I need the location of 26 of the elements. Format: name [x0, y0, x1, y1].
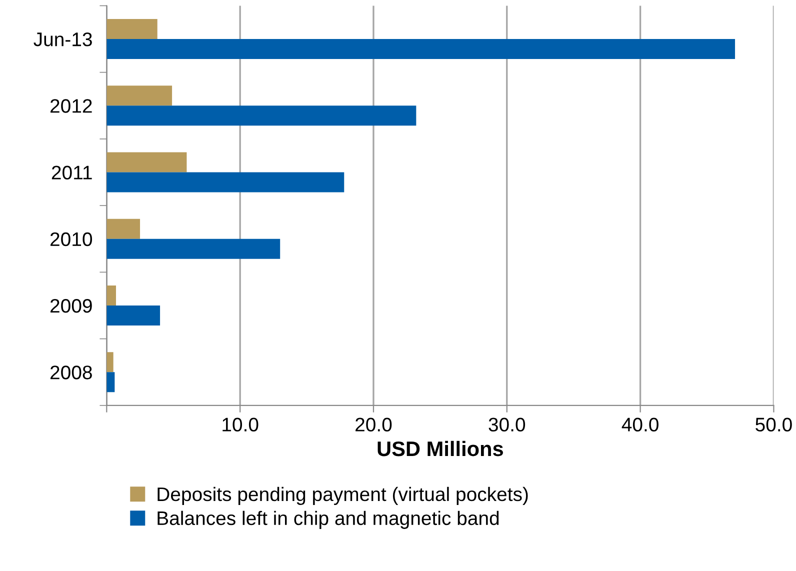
- bar: [106, 238, 280, 259]
- x-tick-label: 50.0: [756, 418, 792, 432]
- y-tick-label: 2008: [50, 366, 92, 380]
- bar: [106, 218, 140, 239]
- bar: [106, 372, 115, 392]
- bar: [106, 86, 172, 106]
- bar: [106, 106, 416, 126]
- y-tick-label: 2009: [50, 298, 92, 313]
- legend-label: Deposits pending payment (virtual pockets): [158, 486, 528, 505]
- bar: [106, 305, 160, 326]
- y-tick-label: 2011: [52, 166, 92, 180]
- x-tick-label: 40.0: [622, 418, 658, 432]
- bar: [106, 352, 114, 372]
- y-tick-label: 2010: [50, 232, 92, 246]
- bar: [106, 19, 158, 40]
- x-tick-label: 10.0: [222, 418, 258, 432]
- x-tick-label: 20.0: [356, 418, 392, 432]
- y-tick-label: Jun-13: [34, 32, 92, 46]
- x-tick-label: 30.0: [488, 418, 526, 432]
- y-tick-label: 2012: [50, 99, 92, 113]
- bar: [106, 39, 736, 60]
- bar: [106, 286, 116, 306]
- bar: [106, 152, 187, 172]
- legend-label: Balances left in chip and magnetic band: [158, 510, 499, 529]
- x-axis-title: USD Millions: [378, 440, 503, 456]
- bar: [106, 172, 344, 192]
